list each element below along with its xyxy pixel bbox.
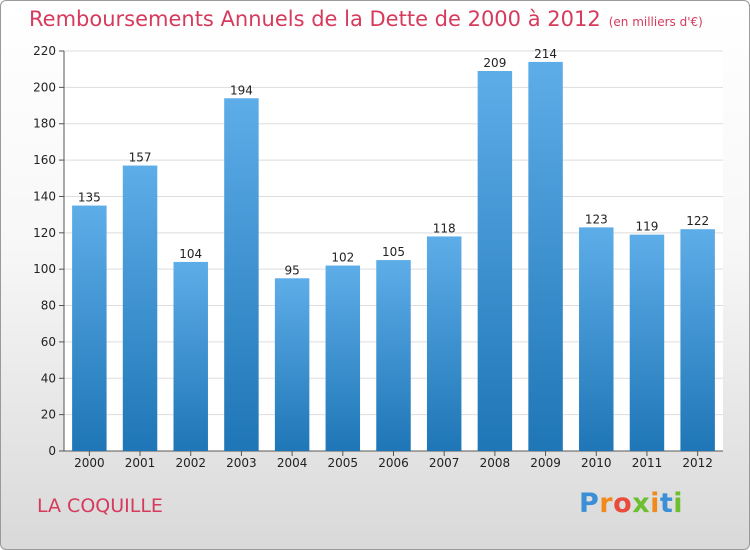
y-tick-label: 180 xyxy=(33,117,56,131)
entity-name: LA COQUILLE xyxy=(37,495,163,517)
bar-2012 xyxy=(680,229,715,451)
data-label-2011: 119 xyxy=(636,220,659,234)
logo-letter: o xyxy=(613,488,633,519)
chart-title-text: Remboursements Annuels de la Dette de 20… xyxy=(29,7,601,31)
logo-letter: i xyxy=(650,488,660,519)
bar-2009 xyxy=(528,61,563,452)
x-tick-label-2003: 2003 xyxy=(226,456,257,470)
bar-chart: 0 20 40 60 80 100 120 140 160 180 200 220 135 2000 157… xyxy=(33,44,723,470)
y-tick-label: 20 xyxy=(41,408,56,422)
data-label-2006: 105 xyxy=(382,245,405,259)
x-tick-label-2011: 2011 xyxy=(632,456,663,470)
data-label-2004: 95 xyxy=(284,263,299,277)
logo-letter: P xyxy=(579,488,600,519)
x-tick-label-2008: 2008 xyxy=(480,456,511,470)
y-tick-label: 100 xyxy=(33,262,56,276)
data-label-2012: 122 xyxy=(686,214,709,228)
y-tick-label: 0 xyxy=(48,444,56,458)
x-tick-label-2010: 2010 xyxy=(581,456,612,470)
x-tick-label-2004: 2004 xyxy=(277,456,308,470)
x-tick-label-2005: 2005 xyxy=(328,456,359,470)
x-tick-label-2007: 2007 xyxy=(429,456,460,470)
x-tick-label-2006: 2006 xyxy=(378,456,409,470)
data-label-2005: 102 xyxy=(331,251,354,265)
x-tick-label-2001: 2001 xyxy=(125,456,156,470)
x-tick-label-2012: 2012 xyxy=(682,456,713,470)
bar-2001 xyxy=(122,165,158,451)
x-tick-label-2009: 2009 xyxy=(530,456,561,470)
bar-2006 xyxy=(376,260,411,451)
logo-letter: r xyxy=(599,488,614,519)
data-label-2010: 123 xyxy=(585,212,608,226)
bar-2004 xyxy=(274,278,310,451)
chart-unit: (en milliers d'€) xyxy=(608,15,703,29)
logo-letter: t xyxy=(659,488,674,519)
logo-letter: i xyxy=(673,488,684,519)
x-tick-label-2000: 2000 xyxy=(74,456,105,470)
data-label-2000: 135 xyxy=(78,191,101,205)
y-tick-label: 120 xyxy=(33,226,56,240)
data-label-2001: 157 xyxy=(129,151,152,165)
y-tick-label: 40 xyxy=(41,371,56,385)
y-tick-label: 140 xyxy=(33,189,56,203)
data-label-2003: 194 xyxy=(230,83,253,97)
bar-2008 xyxy=(477,71,513,451)
bar-2005 xyxy=(325,265,361,451)
data-label-2002: 104 xyxy=(179,247,202,261)
data-label-2009: 214 xyxy=(534,47,557,61)
x-tick-label-2002: 2002 xyxy=(175,456,206,470)
y-tick-label: 80 xyxy=(41,299,56,313)
bar-2002 xyxy=(173,261,208,451)
data-label-2008: 209 xyxy=(483,56,506,70)
y-tick-label: 220 xyxy=(33,44,56,58)
bar-2007 xyxy=(426,236,462,451)
logo-letter: x xyxy=(632,488,651,519)
y-tick-label: 160 xyxy=(33,153,56,167)
bar-2010 xyxy=(579,227,614,451)
bar-2003 xyxy=(224,98,259,451)
bar-2000 xyxy=(72,205,107,451)
bar-2011 xyxy=(629,234,665,451)
y-tick-label: 60 xyxy=(41,335,56,349)
chart-title: Remboursements Annuels de la Dette de 20… xyxy=(29,7,703,31)
y-tick-label: 200 xyxy=(33,80,56,94)
proxiti-logo: Proxiti xyxy=(579,488,683,519)
data-label-2007: 118 xyxy=(433,221,456,235)
